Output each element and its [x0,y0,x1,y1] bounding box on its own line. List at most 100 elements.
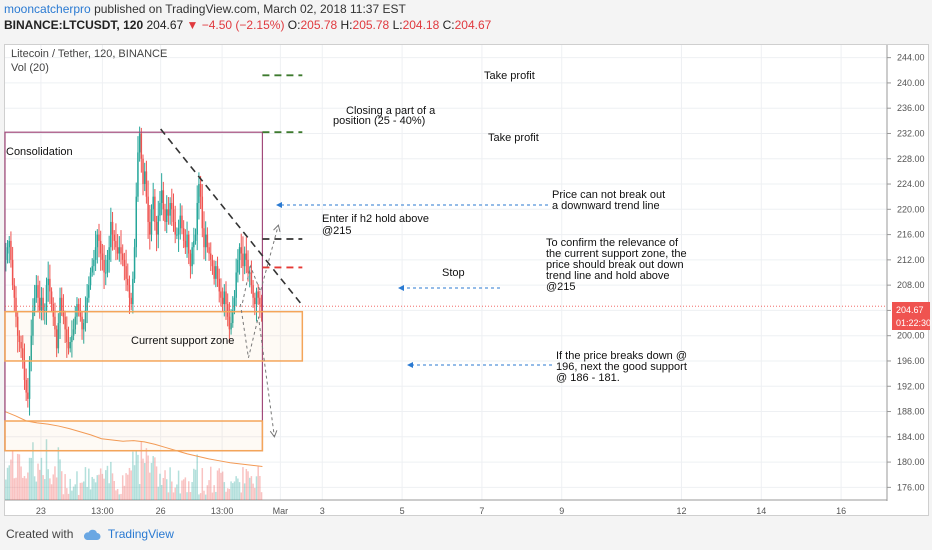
candle-body [221,297,224,305]
label-breakdown-2: 196, next the good support [556,361,687,373]
price-tick-label: 184.00 [897,432,925,442]
price-tick-label: 176.00 [897,482,925,492]
label-stop: Stop [442,267,465,279]
candle-body [140,133,143,159]
candle-body [84,310,87,324]
label-confirm-3: price should break out down [546,259,684,271]
candle-body [255,291,258,305]
time-tick-label: 16 [836,506,846,516]
volume-bar [11,450,14,500]
legend-instrument: Litecoin / Tether, 120, BINANCE [11,48,167,60]
volume-bar [38,469,41,500]
candle-body [152,196,154,210]
tradingview-link[interactable]: TradingView [107,527,174,541]
candle-body [223,291,226,305]
volume-bar [250,476,253,500]
volume-bar [204,494,207,500]
price-tick-label: 244.00 [897,53,925,63]
volume-bar [174,487,176,500]
volume-bar [111,473,114,500]
volume-bar [182,479,185,500]
time-tick-label: 9 [559,506,564,516]
volume-bar [30,457,32,500]
volume-bars [4,411,263,500]
candle-body [54,316,56,330]
volume-bar [113,480,115,500]
candle-body [18,335,21,343]
volume-bar [233,481,236,500]
volume-bar [44,479,46,500]
volume-bar [130,470,132,500]
support-zone-rect [4,310,304,362]
volume-bar [155,466,158,500]
symbol-label: BINANCE:LTCUSDT, 120 [4,18,144,32]
candle-body [118,247,121,254]
volume-bar [184,477,187,500]
publisher-link[interactable]: mooncatcherpro [4,2,91,16]
volume-bar [240,492,242,500]
candle-body [30,335,32,361]
candle-body [40,297,43,311]
candle-body [8,240,10,248]
candle-body [101,253,104,260]
candle-body [33,297,36,311]
tradingview-cloud-icon [83,529,101,540]
candle-body [105,272,107,274]
volume-bar [62,494,65,500]
candle-body [169,202,171,216]
volume-bar [194,469,197,500]
label-confirm-1: To confirm the relevance of [546,237,679,249]
label-breakdown-3: @ 186 - 181. [556,372,620,384]
volume-bar [215,491,217,500]
price-tick-label: 208.00 [897,280,925,290]
scenario-arrow [239,304,275,437]
time-axis: 23 13:00 26 13:00 Mar 3 5 7 9 12 14 16 [5,499,887,516]
candle-body [143,171,146,185]
volume-bar [150,462,153,500]
candle-body [59,297,61,324]
label-confirm-2: the current support zone, the [546,248,687,260]
open-value: 205.78 [300,18,338,32]
price-tick-label: 212.00 [897,255,925,265]
volume-bar [186,492,188,500]
downtrend-line [160,128,303,306]
volume-bar [208,480,210,500]
candle-body [204,234,207,248]
volume-bar [165,479,168,500]
candle-body [186,234,188,248]
candle-body [254,297,256,305]
volume-bar [213,485,215,500]
publish-info: published on TradingView.com, March 02, … [94,2,406,16]
volume-bar [157,486,160,500]
volume-bar [145,448,148,500]
volume-bar [232,483,234,500]
last-price: 204.67 [146,18,184,32]
consolidation-box [4,131,264,452]
candle-body [226,304,229,317]
label-take-profit-1: Take profit [484,70,535,82]
last-price-tag-bg [892,302,930,330]
candle-body [137,152,139,197]
price-change: ▼ −4.50 (−2.15%) [186,18,285,32]
candle-body [64,316,66,330]
volume-bar [106,465,109,500]
candle-body [176,234,178,236]
volume-bar [60,471,63,500]
candle-body [171,202,173,210]
volume-bar [247,471,249,500]
candle-body [93,259,95,267]
low-value: 204.18 [402,18,440,32]
candle-body [203,228,205,248]
candle-body [198,184,200,203]
candle-body [15,297,17,317]
volume-bar [79,482,82,500]
candle-body [155,221,158,235]
candle-body [16,316,19,336]
candle-body [28,360,31,399]
volume-bar [18,454,21,500]
candle-body [147,196,149,222]
candle-body [66,329,68,343]
low-label: L: [392,18,403,32]
volume-bar [160,484,163,500]
